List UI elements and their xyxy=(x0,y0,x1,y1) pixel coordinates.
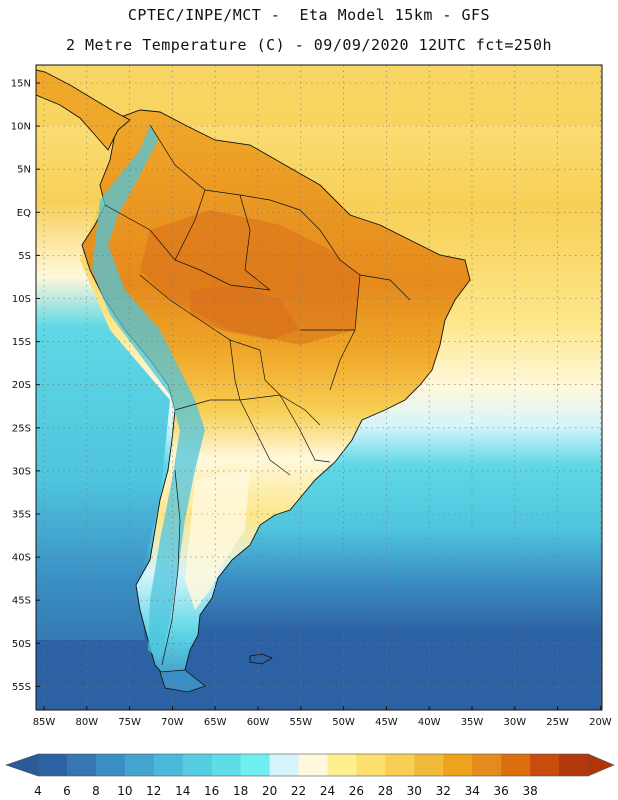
patagonia-region xyxy=(185,470,250,610)
colorbar-swatch xyxy=(182,754,213,776)
colorbar-swatch xyxy=(530,754,560,776)
country-borders xyxy=(104,124,411,666)
colorbar-swatch xyxy=(298,754,328,776)
colorbar-tick-label: 38 xyxy=(522,784,538,798)
lon-tick-label: 85W xyxy=(33,717,56,728)
lon-tick-label: 55W xyxy=(289,717,312,728)
colorbar-outline xyxy=(37,753,589,777)
falkland-islands xyxy=(249,653,273,665)
chart-title: CPTEC/INPE/MCT - Eta Model 15km - GFS xyxy=(127,6,491,24)
lon-tick-label: 35W xyxy=(461,717,484,728)
southern-ocean-field xyxy=(36,640,602,710)
colorbar-swatch xyxy=(95,754,126,776)
lon-tick-label: 70W xyxy=(161,717,184,728)
colorbar-swatch xyxy=(385,754,415,776)
lon-tick-label: 80W xyxy=(75,717,98,728)
lat-tick-label: 5S xyxy=(18,251,31,262)
lat-tick-label: 25S xyxy=(12,423,31,434)
colorbar-tick-label: 32 xyxy=(435,784,451,798)
colorbar-swatch xyxy=(327,754,357,776)
graticule-lines xyxy=(36,65,602,710)
colorbar-max-arrow xyxy=(587,753,615,777)
colorbar-tick-label: 14 xyxy=(175,784,191,798)
colorbar-swatch xyxy=(269,754,300,776)
lat-tick-label: 45S xyxy=(12,596,31,607)
lon-tick-label: 40W xyxy=(418,717,441,728)
colorbar-tick-label: 10 xyxy=(117,784,133,798)
colorbar-swatch xyxy=(414,754,444,776)
colorbar-tick-label: 22 xyxy=(290,784,307,798)
colorbar-tick-label: 4 xyxy=(34,784,42,798)
colorbar-tick-label: 12 xyxy=(146,784,162,798)
lat-tick-label: 10N xyxy=(11,122,31,133)
colorbar-swatch xyxy=(559,754,589,776)
lat-tick-label: 5N xyxy=(17,165,31,176)
colorbar-swatch xyxy=(240,754,271,776)
map-frame xyxy=(35,64,603,711)
tierra-del-fuego xyxy=(159,669,206,693)
lon-tick-label: 50W xyxy=(332,717,355,728)
lat-tick-label: 55S xyxy=(12,682,31,693)
longitude-axis: 85W 80W 75W 70W 65W 60W 55W 50W 45W 40W 35W 30W 25W 2… xyxy=(33,706,612,728)
map-area xyxy=(36,65,602,710)
lon-tick-label: 20W xyxy=(589,717,612,728)
colorbar-tick-label: 36 xyxy=(493,784,509,798)
colorbar-min-arrow xyxy=(5,753,39,777)
central-america-land xyxy=(36,69,131,151)
pacific-ocean-field xyxy=(36,200,170,710)
lat-tick-label: 10S xyxy=(12,294,31,305)
colorbar-tick-label: 30 xyxy=(406,784,422,798)
lat-tick-label: 20S xyxy=(12,380,31,391)
temperature-colorbar xyxy=(5,753,615,777)
lat-tick-label: 30S xyxy=(12,466,31,477)
lon-tick-label: 60W xyxy=(247,717,270,728)
colorbar-tick-label: 26 xyxy=(348,784,365,798)
colorbar-swatch xyxy=(38,754,68,776)
colorbar-swatch xyxy=(443,754,473,776)
lon-tick-label: 45W xyxy=(375,717,398,728)
colorbar-tick-label: 6 xyxy=(63,784,71,798)
colorbar-swatch xyxy=(356,754,386,776)
lat-tick-label: 50S xyxy=(12,639,31,650)
colorbar-tick-label: 28 xyxy=(377,784,393,798)
lon-tick-label: 75W xyxy=(118,717,141,728)
lat-tick-label: 15N xyxy=(11,79,31,90)
lat-tick-label: 40S xyxy=(12,553,31,564)
colorbar-tick-label: 34 xyxy=(464,784,480,798)
lon-tick-label: 25W xyxy=(546,717,569,728)
colorbar-swatch xyxy=(153,754,184,776)
colorbar-tick-label: 18 xyxy=(232,784,249,798)
lat-tick-label: EQ xyxy=(17,208,31,219)
colorbar-swatch xyxy=(211,754,242,776)
andes-cool-strip xyxy=(92,125,205,660)
lat-tick-label: 35S xyxy=(12,510,31,521)
colorbar-swatch xyxy=(124,754,155,776)
latitude-axis: 15N 10N 5N EQ 5S 10S 15S 20S 25S 30S 35S 40S 45S 50S 5… xyxy=(11,79,40,693)
colorbar-tick-label: 16 xyxy=(204,784,220,798)
lon-tick-label: 65W xyxy=(204,717,227,728)
lon-tick-label: 30W xyxy=(503,717,526,728)
lat-tick-label: 15S xyxy=(12,337,31,348)
colorbar-tick-label: 20 xyxy=(261,784,278,798)
colorbar-tick-label: 24 xyxy=(319,784,336,798)
colorbar-tick-label: 8 xyxy=(92,784,100,798)
chart-subtitle: 2 Metre Temperature (C) - 09/09/2020 12U… xyxy=(65,36,553,54)
colorbar-swatch xyxy=(501,754,531,776)
colorbar-swatch xyxy=(66,754,97,776)
colorbar-swatch xyxy=(472,754,502,776)
